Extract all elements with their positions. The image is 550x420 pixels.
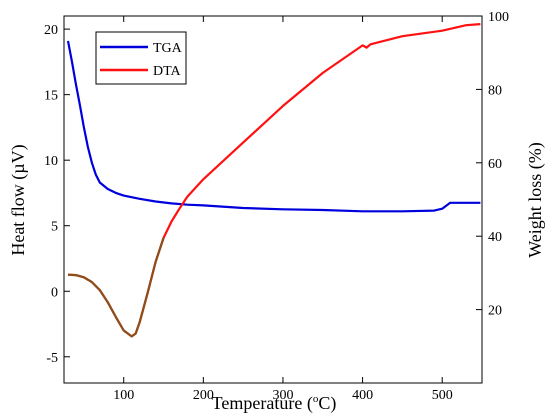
y-left-tick-label: 20 bbox=[44, 23, 58, 38]
x-tick-label: 100 bbox=[113, 388, 134, 403]
y-right-tick-label: 100 bbox=[488, 10, 509, 25]
legend-label-tga: TGA bbox=[153, 41, 183, 56]
y-left-tick-label: 5 bbox=[51, 220, 58, 235]
x-axis-title-pre: Temperature ( bbox=[212, 393, 313, 414]
y-left-tick-label: 15 bbox=[44, 89, 58, 104]
y-right-tick-label: 20 bbox=[488, 304, 502, 319]
plot-frame bbox=[63, 15, 483, 384]
x-axis-title-sup: o bbox=[313, 393, 319, 405]
y-left-axis-title: Heat flow (µV) bbox=[8, 144, 29, 255]
y-right-tick-label: 80 bbox=[488, 83, 502, 98]
y-right-tick-label: 40 bbox=[488, 230, 502, 245]
y-left-tick-label: 0 bbox=[51, 285, 58, 300]
y-left-tick-label: 10 bbox=[44, 154, 58, 169]
y-right-tick-label: 60 bbox=[488, 157, 502, 172]
x-tick-label: 200 bbox=[193, 388, 214, 403]
y-left-tick-label: -5 bbox=[46, 351, 58, 366]
x-tick-label: 400 bbox=[352, 388, 373, 403]
x-axis-title: Temperature (oC) bbox=[212, 393, 337, 414]
x-axis-title-post: C) bbox=[318, 393, 336, 414]
x-tick-label: 300 bbox=[272, 388, 293, 403]
legend-box bbox=[95, 31, 187, 85]
legend-label-dta: DTA bbox=[153, 64, 182, 79]
x-tick-label: 500 bbox=[432, 388, 453, 403]
series-line-tga bbox=[66, 40, 481, 213]
y-right-axis-title: Weight loss (%) bbox=[525, 142, 546, 258]
series-overlap-segment bbox=[67, 237, 165, 338]
legend: TGA DTA bbox=[95, 31, 187, 85]
